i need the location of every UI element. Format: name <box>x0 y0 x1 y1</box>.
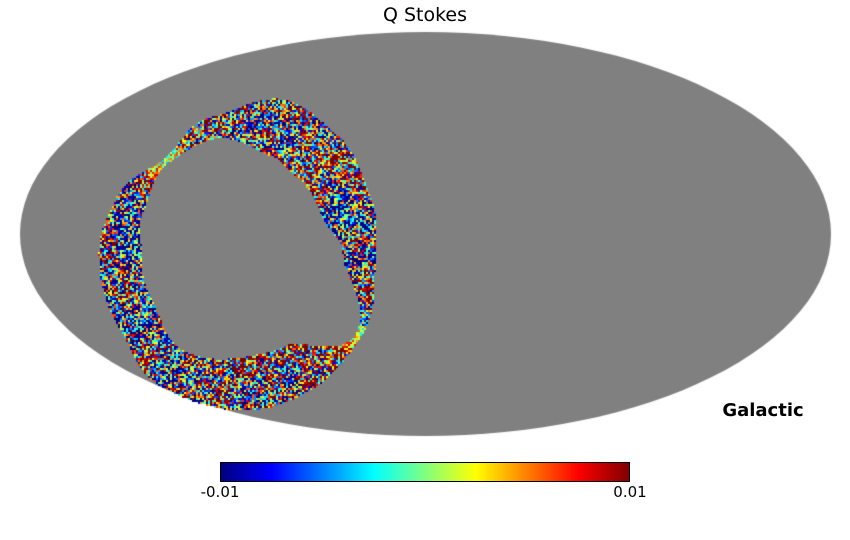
colorbar-gradient <box>221 463 629 481</box>
colorbar <box>220 462 630 482</box>
coordinate-system-label: Galactic <box>722 400 804 421</box>
plot-title: Q Stokes <box>382 4 468 26</box>
colorbar-max-label: 0.01 <box>613 483 647 501</box>
colorbar-min-label: -0.01 <box>200 483 240 501</box>
